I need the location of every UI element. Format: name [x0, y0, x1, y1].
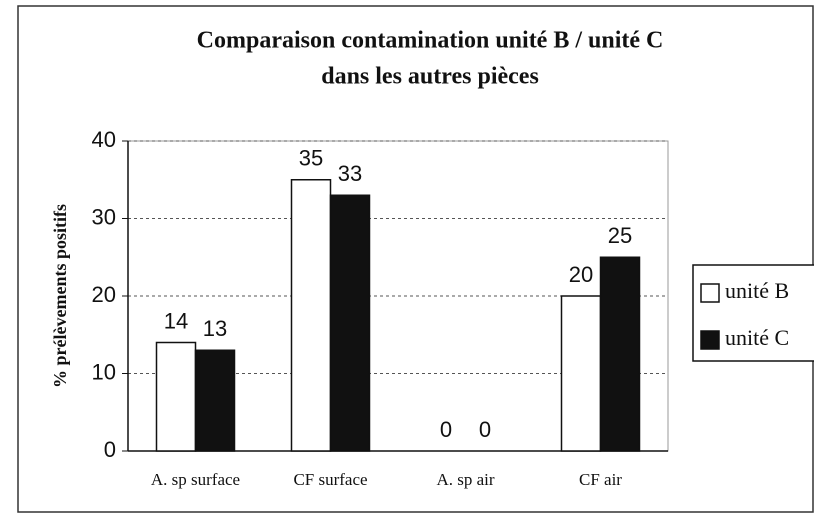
legend-label: unité B	[725, 278, 789, 303]
data-label: 33	[338, 161, 362, 186]
data-label: 25	[608, 223, 632, 248]
legend-swatch	[700, 283, 720, 303]
bar	[599, 256, 641, 452]
legend-label: unité C	[725, 325, 789, 350]
y-tick-label: 30	[92, 204, 116, 229]
x-tick-label: CF surface	[293, 470, 367, 489]
data-label: 20	[569, 262, 593, 287]
y-axis-label: % prélèvements positifs	[50, 204, 70, 388]
data-label: 35	[299, 146, 323, 171]
bar	[329, 194, 371, 452]
y-tick-label: 40	[92, 127, 116, 152]
x-tick-label: CF air	[579, 470, 622, 489]
bar	[155, 341, 197, 452]
data-label: 0	[479, 417, 491, 442]
bar	[560, 295, 602, 452]
chart-title: dans les autres pièces	[321, 64, 539, 90]
chart-title: Comparaison contamination unité B / unit…	[197, 28, 664, 54]
y-tick-label: 0	[104, 437, 116, 462]
bar	[290, 179, 332, 452]
chart-frame	[17, 5, 814, 513]
x-tick-label: A. sp air	[436, 470, 494, 489]
y-tick-label: 10	[92, 359, 116, 384]
y-tick-label: 20	[92, 282, 116, 307]
bar	[194, 349, 236, 452]
x-tick-label: A. sp surface	[151, 470, 240, 489]
data-label: 14	[164, 308, 188, 333]
data-label: 13	[203, 316, 227, 341]
legend-swatch	[700, 330, 720, 350]
data-label: 0	[440, 417, 452, 442]
